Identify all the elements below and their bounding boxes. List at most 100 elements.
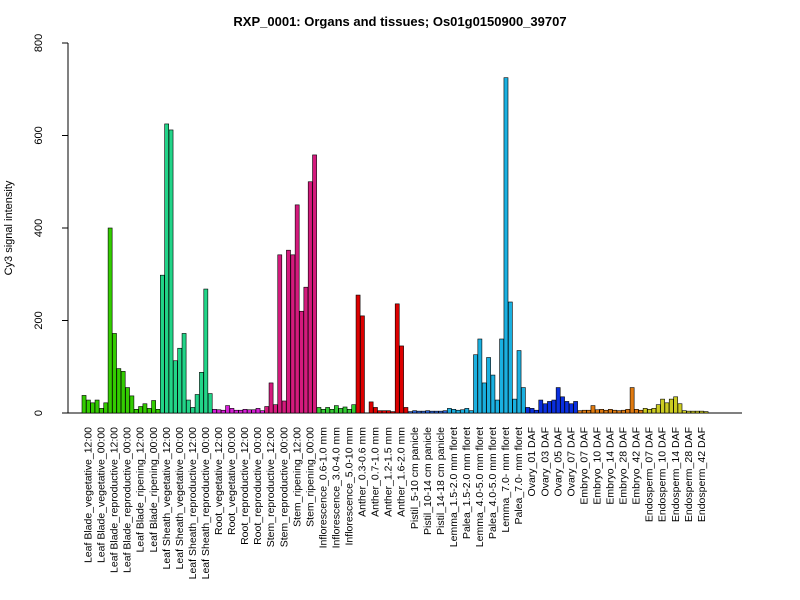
bar xyxy=(186,399,191,414)
bar xyxy=(160,274,165,414)
bar xyxy=(386,410,391,414)
x-tick-label: Leaf Blade_vegetative_00:00 xyxy=(96,427,108,563)
x-tick-label: Root_reproductive_12:00 xyxy=(239,427,251,545)
x-tick-label: Stem_ripening_00:00 xyxy=(304,427,316,527)
bar xyxy=(242,408,248,414)
bar xyxy=(220,409,226,414)
bar xyxy=(116,368,122,414)
x-tick-label: Endosperm_42 DAF xyxy=(696,427,708,522)
bar xyxy=(703,411,709,414)
bar xyxy=(699,410,705,414)
bar xyxy=(168,129,174,414)
bar xyxy=(447,408,452,414)
bar xyxy=(560,396,565,414)
bar xyxy=(555,387,561,414)
x-tick-label: Embryo_42 DAF xyxy=(631,427,643,505)
bar xyxy=(638,409,644,414)
bar xyxy=(647,408,652,414)
bar xyxy=(342,406,348,414)
y-tick-label: 800 xyxy=(33,34,45,52)
bar xyxy=(120,371,126,414)
x-tick-label: Endosperm_10 DAF xyxy=(657,427,669,522)
y-tick-label: 600 xyxy=(33,126,45,144)
bar xyxy=(303,286,309,414)
x-tick-label: Embryo_10 DAF xyxy=(591,427,603,505)
bar xyxy=(686,410,692,414)
bar xyxy=(551,399,557,414)
x-tick-label: Leaf Blade_reproductive_12:00 xyxy=(109,427,121,573)
bar xyxy=(573,401,578,414)
bar xyxy=(190,407,196,414)
bar xyxy=(412,410,417,414)
bar xyxy=(568,403,574,414)
bar xyxy=(594,409,600,414)
bar xyxy=(521,387,526,414)
bar xyxy=(316,407,322,414)
bar xyxy=(247,409,252,414)
x-tick-label: Palea_7.0- mm floret xyxy=(513,427,525,525)
bar xyxy=(294,204,300,414)
bar xyxy=(451,408,457,414)
x-tick-label: Pistil_5-10 cm panicle xyxy=(409,427,421,529)
x-axis-tick-labels: Leaf Blade_vegetative_12:00 Leaf Blade_ve… xyxy=(83,427,708,580)
bar xyxy=(233,409,239,414)
x-tick-label: Ovary_05 DAF xyxy=(552,427,564,496)
bar xyxy=(603,409,609,414)
bar xyxy=(664,402,670,414)
bar xyxy=(681,410,687,414)
x-tick-label: Ovary_01 DAF xyxy=(526,427,538,496)
y-tick-label: 0 xyxy=(33,410,45,416)
x-tick-label: Leaf Blade_ripening_00:00 xyxy=(148,427,160,553)
x-tick-label: Root_reproductive_00:00 xyxy=(252,427,264,545)
bar xyxy=(164,123,169,414)
bar xyxy=(320,408,326,414)
bar xyxy=(499,338,504,414)
chart-title: RXP_0001: Organs and tissues; Os01g01509… xyxy=(233,14,566,29)
bar xyxy=(434,410,439,414)
x-tick-label: Lemma_4.0-5.0 mm floret xyxy=(474,427,486,547)
bar xyxy=(381,410,387,414)
x-tick-label: Leaf Blade_reproductive_00:00 xyxy=(122,427,134,573)
bar xyxy=(155,408,161,414)
bar xyxy=(299,310,304,414)
x-tick-label: Endosperm_07 DAF xyxy=(644,427,656,522)
bar xyxy=(460,409,465,414)
bar xyxy=(273,404,278,414)
x-tick-label: Anther_1.6-2.0 mm xyxy=(396,427,408,517)
x-tick-label: Stem_reproductive_12:00 xyxy=(265,427,277,547)
bar xyxy=(577,410,583,414)
x-tick-label: Pistil_10-14 cm panicle xyxy=(422,427,434,535)
x-tick-label: Stem_reproductive_00:00 xyxy=(278,427,290,547)
bar xyxy=(629,387,635,414)
bar xyxy=(268,382,274,414)
bar xyxy=(590,405,596,414)
y-axis-ticks: 0 200 400 600 800 xyxy=(33,34,68,416)
bar xyxy=(690,410,696,414)
bar xyxy=(99,408,104,414)
bar xyxy=(181,333,187,414)
bar xyxy=(486,357,491,414)
bar xyxy=(129,395,135,414)
bar xyxy=(651,408,657,414)
bar xyxy=(429,410,435,414)
bar xyxy=(438,410,444,414)
x-tick-label: Leaf Sheath_reproductive_00:00 xyxy=(200,427,212,580)
bar xyxy=(608,408,613,414)
bar xyxy=(468,410,474,414)
bar xyxy=(142,403,148,414)
bar xyxy=(616,410,622,414)
bar xyxy=(229,408,235,414)
bar xyxy=(133,408,139,414)
bar xyxy=(194,394,200,414)
x-tick-label: Ovary_07 DAF xyxy=(565,427,577,496)
bar xyxy=(355,294,361,414)
bar xyxy=(351,404,357,414)
x-tick-label: Anther_0.3-0.6 mm xyxy=(357,427,369,517)
bar xyxy=(251,409,256,414)
bar xyxy=(416,410,422,414)
bar xyxy=(621,409,626,414)
bar xyxy=(634,408,639,414)
x-tick-label: Embryo_14 DAF xyxy=(605,427,617,505)
bar xyxy=(173,360,178,414)
x-tick-label: Stem_ripening_12:00 xyxy=(291,427,303,527)
